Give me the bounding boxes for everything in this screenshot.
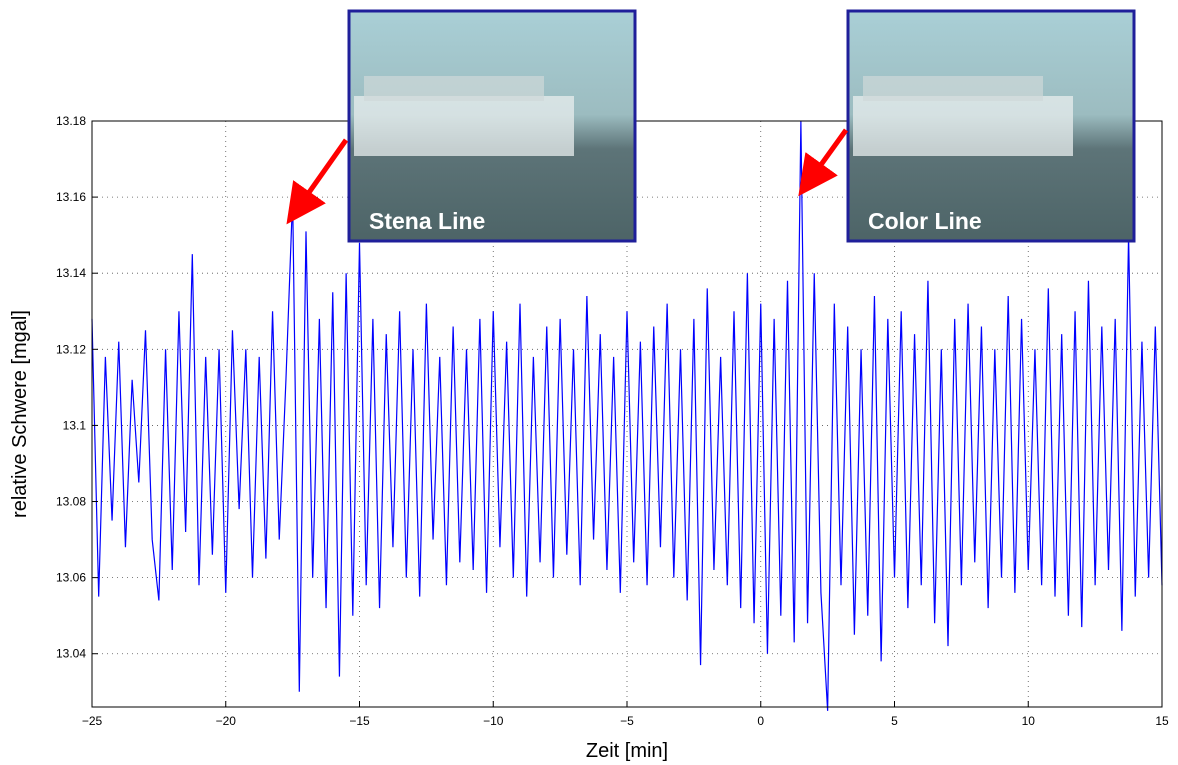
x-axis-label: Zeit [min] (586, 740, 668, 762)
ship-deck (863, 76, 1043, 101)
x-tick-label: −10 (483, 714, 504, 728)
x-tick-label: −25 (82, 714, 103, 728)
y-tick-label: 13.12 (56, 342, 86, 356)
x-tick-label: 10 (1022, 714, 1036, 728)
data-line (91, 120, 1163, 711)
photo-caption: Color Line (868, 208, 982, 234)
y-tick-label: 13.06 (56, 571, 86, 585)
y-axis-label: relative Schwere [mgal] (9, 310, 31, 518)
y-tick-label: 13.08 (56, 495, 86, 509)
annotation-arrow (286, 138, 349, 225)
ship-hull (853, 96, 1073, 156)
annotation-arrow (798, 128, 849, 197)
photo-caption: Stena Line (369, 208, 485, 234)
x-tick-label: 5 (891, 714, 898, 728)
y-tick-label: 13.1 (63, 418, 87, 432)
x-tick-label: −15 (349, 714, 370, 728)
y-tick-label: 13.14 (56, 266, 86, 280)
y-tick-label: 13.18 (56, 114, 86, 128)
x-tick-label: 15 (1155, 714, 1169, 728)
y-tick-label: 13.16 (56, 190, 86, 204)
ship-hull (354, 96, 574, 156)
ship-deck (364, 76, 544, 101)
x-tick-label: −5 (620, 714, 634, 728)
x-tick-label: 0 (757, 714, 764, 728)
x-tick-label: −20 (216, 714, 237, 728)
y-tick-label: 13.04 (56, 647, 86, 661)
